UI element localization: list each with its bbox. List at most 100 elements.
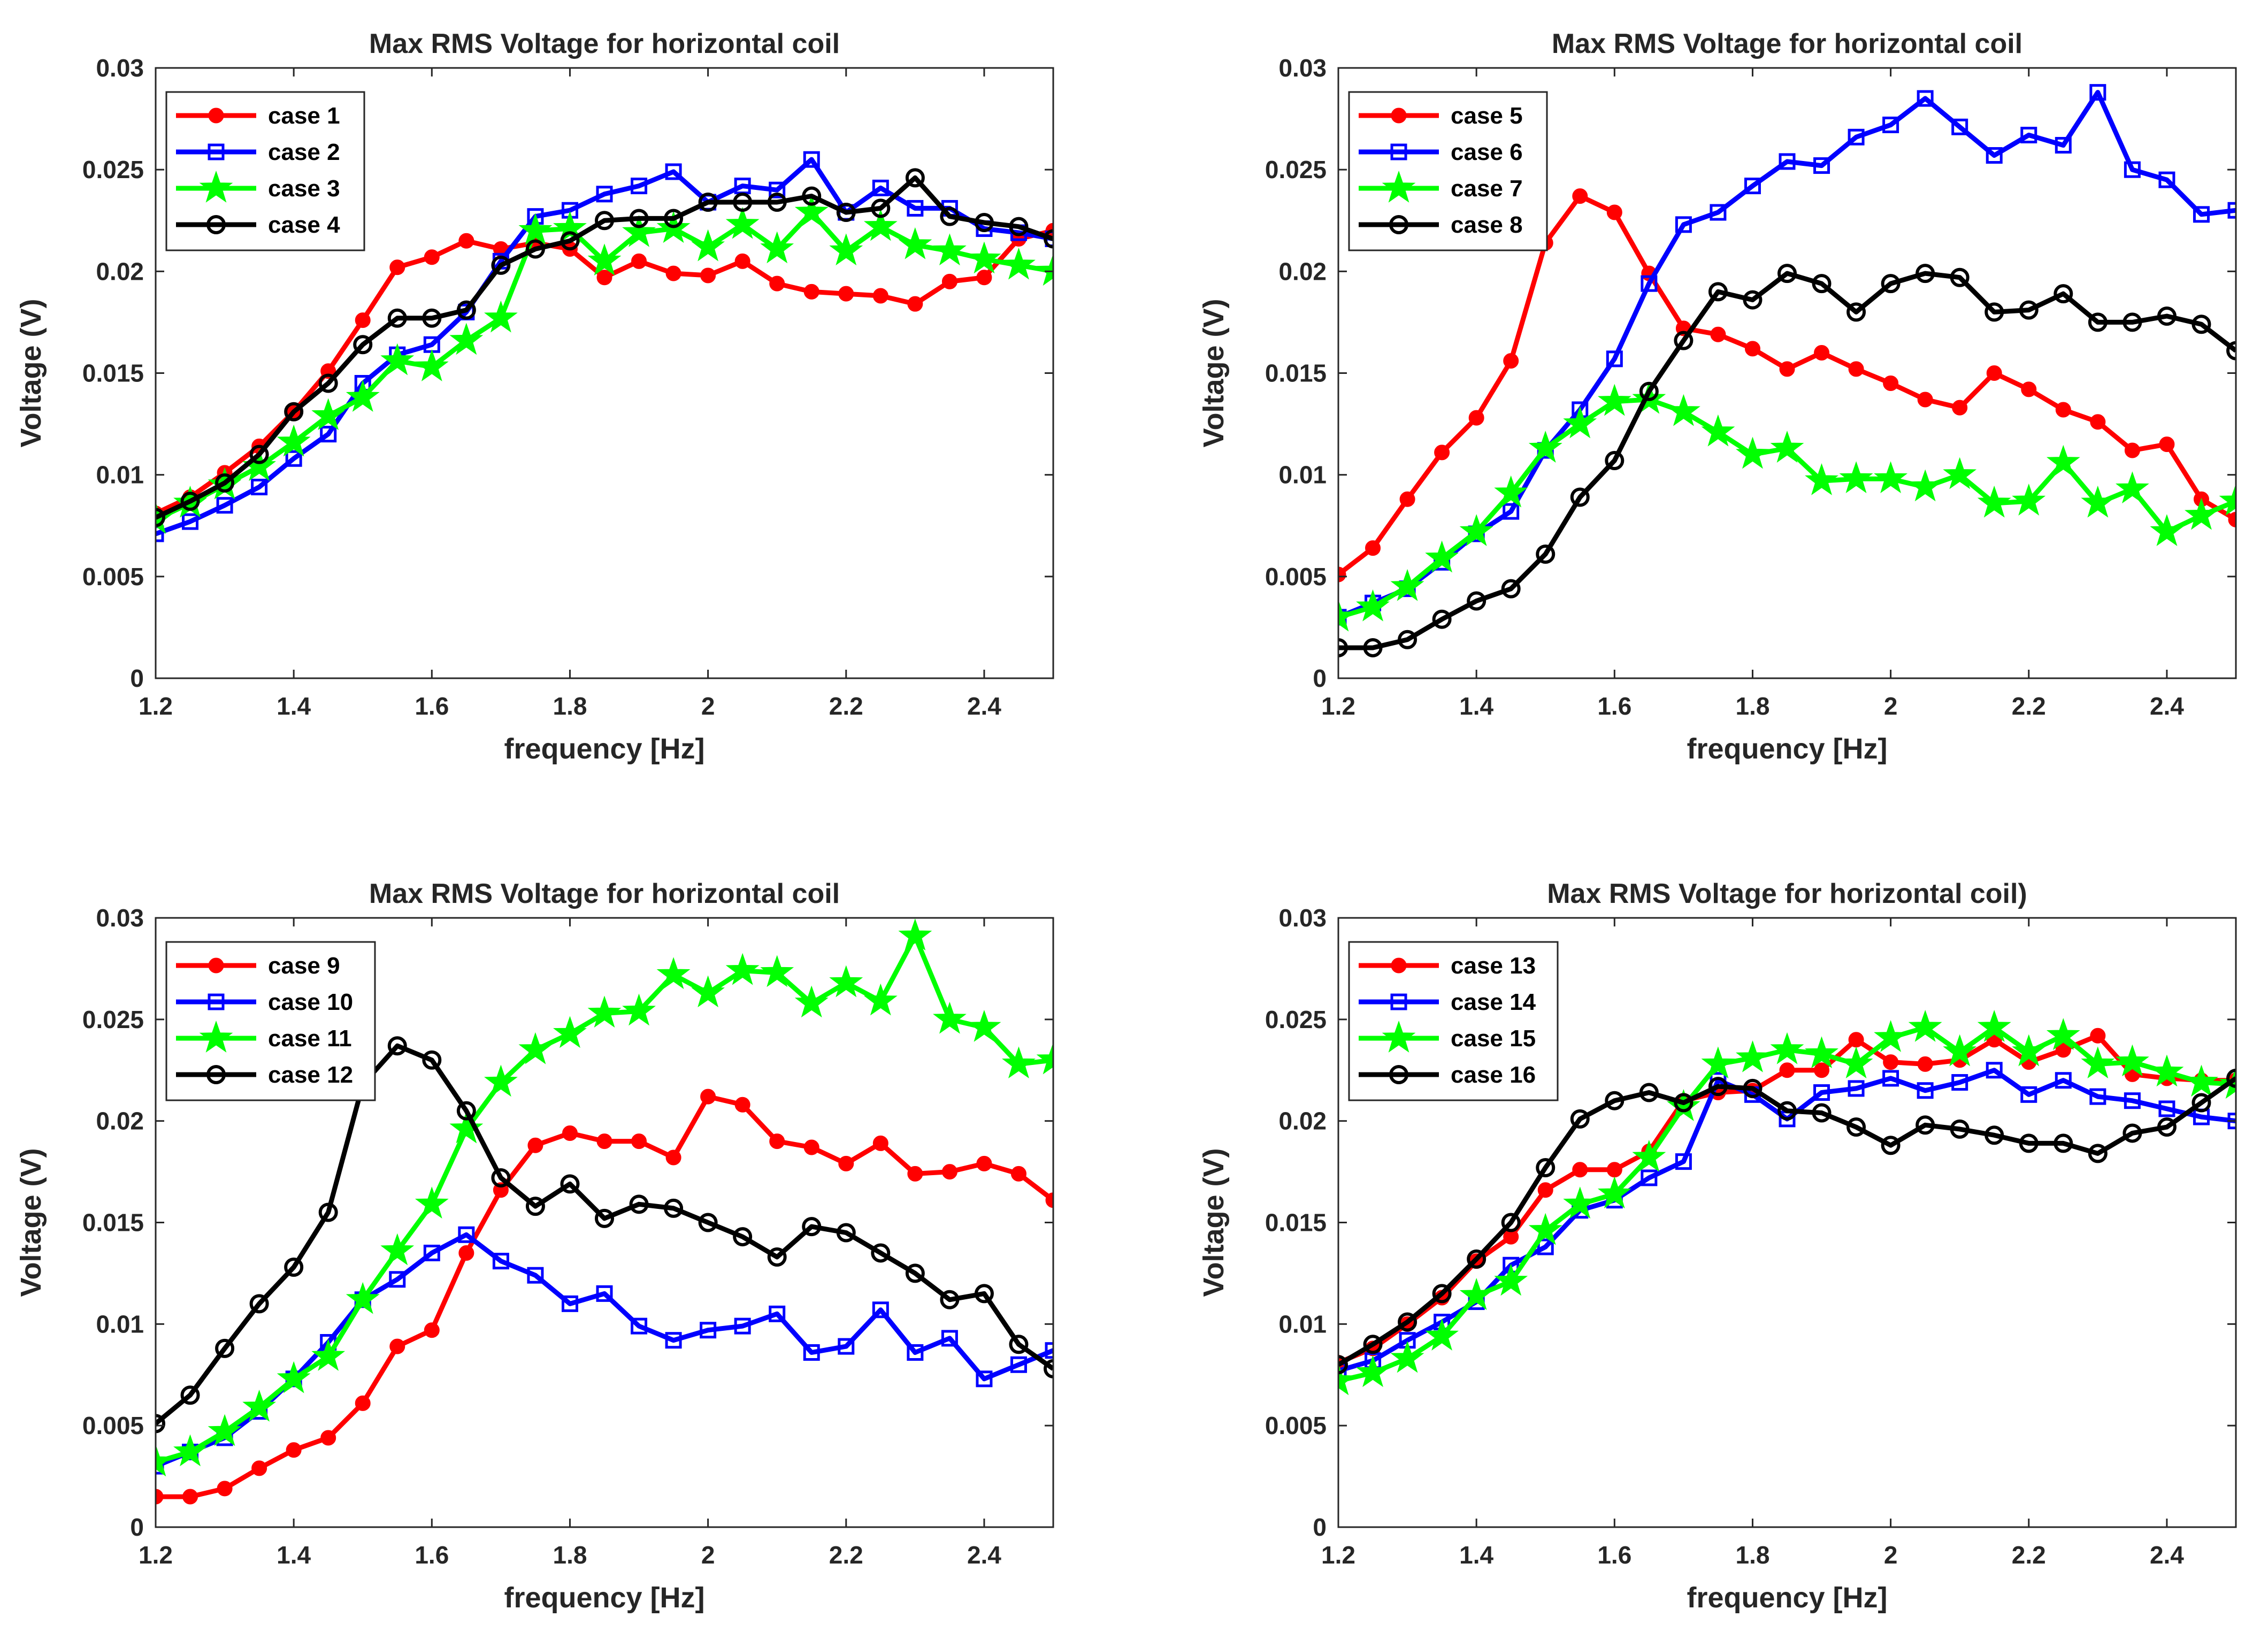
legend-label: case 15 (1451, 1025, 1536, 1052)
data-point (1639, 381, 1659, 401)
data-point (838, 1338, 855, 1355)
data-point (1338, 566, 1346, 583)
data-point (458, 1245, 474, 1261)
data-point (941, 273, 957, 289)
y-tick-label: 0.005 (1265, 563, 1327, 591)
data-point (1537, 1182, 1553, 1198)
data-point (665, 265, 681, 281)
data-point (311, 398, 346, 431)
chart-title: Max RMS Voltage for horizontal coil (1552, 28, 2022, 59)
data-point (320, 426, 337, 443)
y-tick-label: 0.01 (1278, 1310, 1327, 1338)
data-point (1002, 247, 1036, 280)
data-point (449, 323, 484, 355)
x-tick-label: 2.2 (2012, 1541, 2046, 1569)
data-point (1009, 217, 1029, 236)
data-point (1010, 1166, 1026, 1182)
data-point (560, 231, 580, 251)
y-axis-label: Voltage (V) (1198, 298, 1230, 447)
data-point (318, 373, 338, 393)
data-point (2089, 1088, 2106, 1105)
data-point (1874, 1020, 1907, 1052)
data-point (1597, 384, 1631, 416)
legend-label: case 6 (1451, 139, 1523, 165)
data-point (553, 211, 587, 243)
data-point (208, 1414, 242, 1446)
data-point (525, 239, 545, 259)
data-point (1641, 275, 1658, 292)
x-tick-label: 2 (701, 1541, 715, 1569)
x-tick-label: 1.2 (139, 1541, 173, 1569)
legend-label: case 11 (268, 1025, 352, 1052)
y-axis-label: Voltage (V) (15, 1148, 47, 1297)
data-point (967, 241, 1001, 274)
data-point (587, 995, 622, 1028)
data-point (1536, 544, 1556, 564)
data-point (456, 1101, 476, 1121)
y-tick-label: 0.015 (82, 1209, 144, 1237)
legend: case 13 case 14 case 15 case 16 (1348, 941, 1559, 1101)
data-point (2185, 1064, 2218, 1097)
y-tick-label: 0 (130, 1513, 144, 1541)
legend-entry: case 16 (1359, 1062, 1536, 1088)
y-tick-label: 0.03 (96, 904, 144, 932)
data-point (1779, 1062, 1795, 1078)
data-point (553, 1016, 587, 1048)
data-point (898, 227, 932, 259)
data-point (2124, 1092, 2141, 1109)
data-point (1338, 599, 1355, 632)
data-point (596, 1133, 612, 1149)
data-point (1951, 118, 1968, 135)
data-point (208, 143, 225, 160)
data-point (596, 1285, 613, 1302)
data-point (1881, 1136, 1901, 1155)
data-point (734, 1097, 750, 1113)
y-tick-label: 0.025 (1265, 156, 1327, 183)
data-point (2150, 1054, 2184, 1087)
series-case-10 (156, 1226, 1053, 1475)
data-point (1459, 1278, 1493, 1310)
data-point (1848, 128, 1865, 145)
x-tick-label: 2 (1884, 692, 1898, 720)
legend-entry: case 8 (1359, 212, 1523, 238)
data-point (700, 267, 716, 283)
data-point (665, 163, 682, 180)
data-point (760, 231, 794, 264)
data-point (872, 1301, 889, 1319)
data-point (2185, 497, 2218, 530)
data-point (665, 1332, 682, 1349)
series-case-5 (1338, 188, 2236, 583)
data-point (199, 170, 233, 203)
series-line (1338, 271, 2236, 650)
data-point (941, 1164, 957, 1180)
data-point (1338, 1363, 1355, 1396)
data-point (251, 1460, 267, 1476)
x-tick-label: 2.4 (967, 692, 1001, 720)
x-tick-label: 1.6 (415, 1541, 449, 1569)
data-point (725, 953, 760, 985)
data-point (1390, 993, 1407, 1010)
data-point (2046, 1018, 2080, 1050)
data-point (2116, 471, 2149, 504)
data-point (1572, 1162, 1588, 1178)
data-point (664, 209, 684, 228)
y-tick-label: 0.015 (1265, 1209, 1327, 1237)
legend-label: case 7 (1451, 175, 1523, 202)
x-tick-label: 2.2 (829, 1541, 863, 1569)
data-point (353, 335, 373, 355)
y-tick-label: 0 (1313, 664, 1327, 692)
x-tick-label: 1.4 (1459, 692, 1493, 720)
y-tick-label: 0 (130, 664, 144, 692)
data-point (320, 1430, 336, 1446)
data-point (518, 1032, 553, 1064)
y-tick-label: 0.005 (82, 1412, 144, 1439)
data-point (2226, 341, 2236, 361)
data-point (631, 253, 647, 269)
x-tick-label: 2.4 (2150, 1541, 2184, 1569)
data-point (974, 213, 994, 233)
data-point (284, 402, 304, 422)
y-tick-label: 0.01 (96, 461, 144, 489)
data-point (2021, 381, 2037, 397)
data-point (1363, 638, 1383, 657)
